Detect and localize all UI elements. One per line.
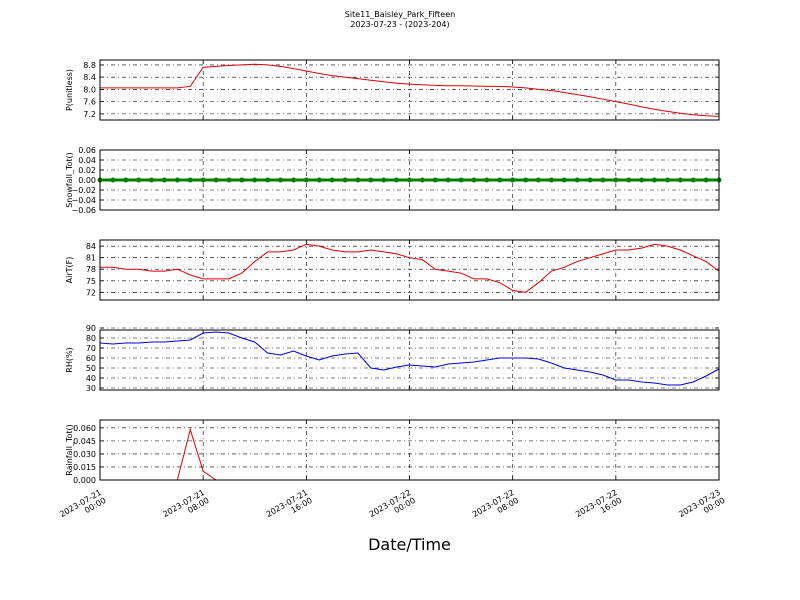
data-point [432, 177, 438, 183]
panel: 72 75 78 81 84 AirT(F) [65, 239, 720, 301]
data-point [149, 177, 155, 183]
data-point [445, 177, 451, 183]
y-tick-label: −0.02 [71, 186, 96, 195]
data-point [226, 177, 232, 183]
y-tick-label: 8.8 [83, 61, 96, 70]
panel: −0.06−0.04−0.020.000.020.040.06 Snowfall_… [65, 146, 722, 215]
figure-subtitle: 2023-07-23 - (2023-204) [350, 20, 449, 29]
y-tick-label: 0.015 [73, 463, 96, 472]
y-tick-label: 78 [86, 265, 96, 274]
data-line [100, 63, 720, 117]
y-tick-label: 0.04 [78, 156, 96, 165]
y-tick-label: 72 [86, 288, 96, 297]
data-point [303, 177, 309, 183]
data-line [100, 243, 720, 293]
data-point [278, 177, 284, 183]
y-tick-label: −0.04 [71, 196, 96, 205]
data-point [381, 177, 387, 183]
data-point [626, 177, 632, 183]
y-tick-label: 8.4 [83, 73, 96, 82]
y-axis-label: Rainfall_Tot() [65, 424, 74, 476]
data-point [523, 177, 529, 183]
data-point [703, 177, 709, 183]
y-tick-label: 0.02 [78, 166, 96, 175]
y-tick-label: 0.060 [73, 424, 96, 433]
y-tick-label: 40 [86, 374, 96, 383]
y-tick-label: 7.2 [83, 110, 96, 119]
axes-frame [99, 329, 720, 391]
data-point [239, 177, 245, 183]
y-axis-label: Snowfall_Tot() [65, 152, 74, 208]
data-point [213, 177, 219, 183]
data-point [600, 177, 606, 183]
data-point [316, 177, 322, 183]
y-tick-label: 50 [86, 364, 96, 373]
figure-title: Site11_Baisley_Park_Fifteen [345, 10, 455, 19]
y-tick-label: 7.6 [83, 98, 96, 107]
data-line [99, 331, 720, 386]
data-point [110, 177, 116, 183]
axes-frame [99, 59, 720, 121]
y-tick-label: 8.0 [83, 85, 96, 94]
data-point [368, 177, 374, 183]
data-point [187, 177, 193, 183]
axes-frame [99, 149, 720, 211]
data-point [252, 177, 258, 183]
data-point [174, 177, 180, 183]
data-point [136, 177, 142, 183]
data-point [639, 177, 645, 183]
y-tick-label: 0.045 [73, 437, 96, 446]
data-point [265, 177, 271, 183]
y-tick-label: 90 [86, 324, 96, 333]
axes-frame [99, 239, 720, 301]
data-point [471, 177, 477, 183]
y-tick-label: 0.06 [78, 146, 96, 155]
data-point [394, 177, 400, 183]
data-point [161, 177, 167, 183]
data-point [690, 177, 696, 183]
y-axis-label: P(unitless) [65, 69, 74, 111]
data-point [497, 177, 503, 183]
data-point [484, 177, 490, 183]
data-point [355, 177, 361, 183]
y-tick-label: 80 [86, 334, 96, 343]
data-point [677, 177, 683, 183]
data-point [561, 177, 567, 183]
data-point [535, 177, 541, 183]
y-tick-label: 0.000 [73, 476, 96, 485]
y-tick-label: 75 [86, 277, 96, 286]
data-point [548, 177, 554, 183]
data-point [123, 177, 129, 183]
y-tick-label: 81 [86, 254, 96, 263]
y-tick-label: 30 [86, 384, 96, 393]
data-point [613, 177, 619, 183]
data-point [510, 177, 516, 183]
data-point [664, 177, 670, 183]
y-tick-label: 0.030 [73, 450, 96, 459]
axes-frame [99, 419, 720, 481]
data-point [652, 177, 658, 183]
y-axis-label: RH(%) [65, 347, 74, 372]
data-point [200, 177, 206, 183]
y-tick-label: 70 [86, 344, 96, 353]
data-point [342, 177, 348, 183]
y-tick-label: 0.00 [78, 176, 96, 185]
data-point [458, 177, 464, 183]
y-tick-label: −0.06 [71, 206, 96, 215]
data-point [290, 177, 296, 183]
y-tick-label: 84 [86, 242, 96, 251]
data-point [419, 177, 425, 183]
data-point [587, 177, 593, 183]
x-axis-label: Date/Time [368, 535, 451, 554]
data-point [574, 177, 580, 183]
panel: 7.2 7.6 8.0 8.4 8.8 P(unitless) [65, 59, 720, 121]
data-point [407, 177, 412, 183]
data-point [329, 177, 335, 183]
y-tick-label: 60 [86, 354, 96, 363]
y-axis-label: AirT(F) [65, 257, 74, 284]
